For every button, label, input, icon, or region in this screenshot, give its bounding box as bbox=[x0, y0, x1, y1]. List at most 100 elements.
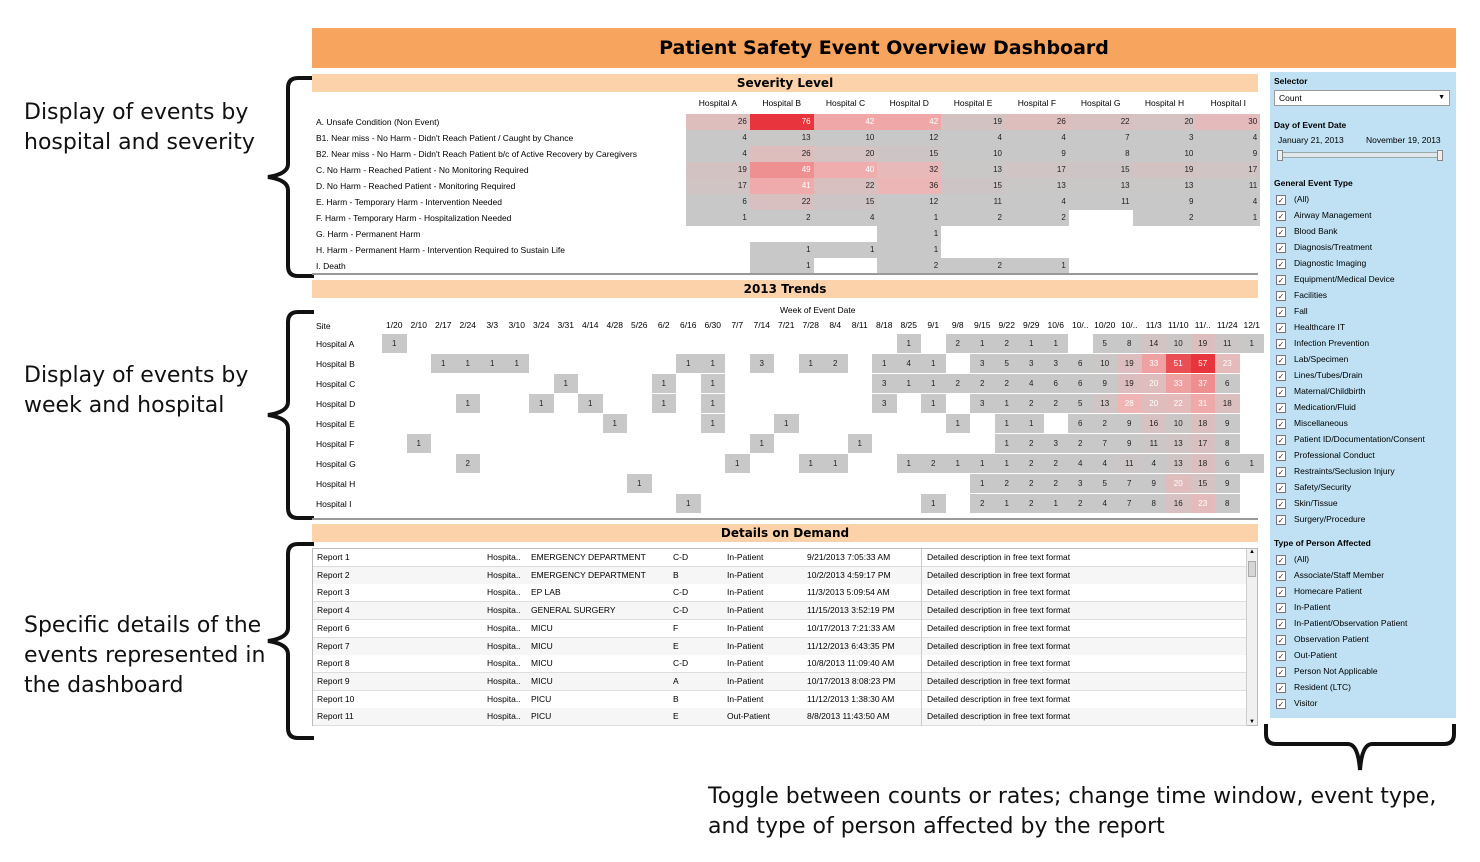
severity-cell[interactable]: 10 bbox=[941, 146, 1005, 162]
trends-cell[interactable]: 1 bbox=[480, 354, 505, 373]
checkbox-item[interactable]: ✓ Patient ID/Documentation/Consent bbox=[1276, 432, 1425, 448]
trends-cell[interactable]: 10 bbox=[1092, 354, 1117, 373]
severity-cell[interactable]: 8 bbox=[1068, 146, 1133, 162]
severity-cell[interactable]: 4 bbox=[1196, 130, 1261, 146]
checkbox-item[interactable]: ✓ In-Patient/Observation Patient bbox=[1276, 616, 1407, 632]
trends-cell[interactable]: 20 bbox=[1141, 374, 1166, 393]
checkbox[interactable]: ✓ bbox=[1276, 418, 1286, 429]
checkbox-item[interactable]: ✓ Miscellaneous bbox=[1276, 416, 1348, 432]
trends-cell[interactable]: 16 bbox=[1166, 494, 1191, 513]
trends-cell[interactable]: 9 bbox=[1117, 434, 1142, 453]
severity-cell[interactable]: 4 bbox=[1005, 130, 1069, 146]
details-row[interactable]: Report 9 Hospita.. MICU A In-Patient 10/17/20… bbox=[313, 672, 1247, 691]
severity-cell[interactable]: 1 bbox=[749, 242, 814, 258]
checkbox[interactable]: ✓ bbox=[1276, 274, 1286, 285]
severity-cell[interactable]: 32 bbox=[877, 162, 942, 178]
checkbox-item[interactable]: ✓ Airway Management bbox=[1276, 208, 1371, 224]
trends-cell[interactable]: 2 bbox=[455, 454, 480, 473]
severity-cell[interactable]: 15 bbox=[813, 194, 878, 210]
trends-cell[interactable]: 1 bbox=[1043, 494, 1068, 513]
trends-cell[interactable]: 4 bbox=[1092, 454, 1117, 473]
trends-cell[interactable]: 1 bbox=[529, 394, 554, 413]
severity-cell[interactable]: 36 bbox=[877, 178, 942, 194]
trends-cell[interactable]: 19 bbox=[1117, 374, 1142, 393]
trends-cell[interactable]: 1 bbox=[994, 434, 1019, 453]
trends-cell[interactable]: 1 bbox=[798, 454, 823, 473]
checkbox-item[interactable]: ✓ Maternal/Childbirth bbox=[1276, 384, 1365, 400]
checkbox[interactable]: ✓ bbox=[1276, 586, 1286, 597]
trends-cell[interactable]: 2 bbox=[1019, 394, 1044, 413]
trends-cell[interactable]: 16 bbox=[1141, 414, 1166, 433]
severity-cell[interactable]: 4 bbox=[941, 130, 1005, 146]
severity-cell[interactable]: 13 bbox=[1132, 178, 1197, 194]
checkbox[interactable]: ✓ bbox=[1276, 618, 1286, 629]
checkbox-item[interactable]: ✓ Infection Prevention bbox=[1276, 336, 1369, 352]
trends-cell[interactable]: 22 bbox=[1166, 394, 1191, 413]
checkbox[interactable]: ✓ bbox=[1276, 290, 1286, 301]
checkbox-item[interactable]: ✓ Associate/Staff Member bbox=[1276, 568, 1384, 584]
checkbox[interactable]: ✓ bbox=[1276, 570, 1286, 581]
severity-cell[interactable]: 30 bbox=[1196, 114, 1261, 130]
severity-cell[interactable]: 6 bbox=[686, 194, 750, 210]
trends-cell[interactable]: 2 bbox=[970, 494, 995, 513]
trends-cell[interactable]: 20 bbox=[1141, 394, 1166, 413]
details-row[interactable]: Report 3 Hospita.. EP LAB C-D In-Patient 11/3… bbox=[313, 584, 1247, 603]
checkbox-item[interactable]: ✓ Professional Conduct bbox=[1276, 448, 1375, 464]
trends-cell[interactable]: 33 bbox=[1166, 374, 1191, 393]
severity-cell[interactable]: 19 bbox=[941, 114, 1005, 130]
trends-cell[interactable]: 8 bbox=[1215, 494, 1240, 513]
checkbox-item[interactable]: ✓ In-Patient bbox=[1276, 600, 1330, 616]
trends-cell[interactable]: 1 bbox=[602, 414, 627, 433]
scrollbar-thumb[interactable] bbox=[1248, 561, 1256, 577]
trends-cell[interactable]: 2 bbox=[1068, 494, 1093, 513]
severity-cell[interactable]: 10 bbox=[813, 130, 878, 146]
trends-cell[interactable]: 1 bbox=[627, 474, 652, 493]
trends-cell[interactable]: 13 bbox=[1092, 394, 1117, 413]
trends-cell[interactable]: 1 bbox=[896, 374, 921, 393]
severity-cell[interactable]: 11 bbox=[941, 194, 1005, 210]
trends-cell[interactable]: 13 bbox=[1166, 454, 1191, 473]
trends-cell[interactable]: 3 bbox=[749, 354, 774, 373]
severity-cell[interactable]: 10 bbox=[1132, 146, 1197, 162]
trends-cell[interactable]: 1 bbox=[896, 454, 921, 473]
trends-cell[interactable]: 2 bbox=[1019, 494, 1044, 513]
severity-cell[interactable]: 13 bbox=[749, 130, 814, 146]
severity-cell[interactable]: 1 bbox=[749, 258, 814, 274]
checkbox[interactable]: ✓ bbox=[1276, 306, 1286, 317]
severity-cell[interactable]: 13 bbox=[941, 162, 1005, 178]
severity-cell[interactable]: 1 bbox=[1005, 258, 1069, 274]
trends-cell[interactable]: 31 bbox=[1190, 394, 1215, 413]
checkbox-item[interactable]: ✓ Safety/Security bbox=[1276, 480, 1351, 496]
trends-cell[interactable]: 1 bbox=[994, 394, 1019, 413]
severity-cell[interactable]: 11 bbox=[1196, 178, 1261, 194]
trends-cell[interactable]: 23 bbox=[1190, 494, 1215, 513]
trends-cell[interactable]: 15 bbox=[1190, 474, 1215, 493]
checkbox-item[interactable]: ✓ Restraints/Seclusion Injury bbox=[1276, 464, 1395, 480]
severity-cell[interactable]: 15 bbox=[1068, 162, 1133, 178]
checkbox[interactable]: ✓ bbox=[1276, 450, 1286, 461]
slider-handle-start[interactable] bbox=[1277, 150, 1283, 161]
trends-cell[interactable]: 7 bbox=[1117, 474, 1142, 493]
severity-cell[interactable]: 26 bbox=[1005, 114, 1069, 130]
trends-cell[interactable]: 1 bbox=[823, 454, 848, 473]
checkbox[interactable]: ✓ bbox=[1276, 602, 1286, 613]
checkbox[interactable]: ✓ bbox=[1276, 466, 1286, 477]
trends-cell[interactable]: 1 bbox=[578, 394, 603, 413]
trends-cell[interactable]: 1 bbox=[700, 374, 725, 393]
severity-cell[interactable]: 4 bbox=[1005, 194, 1069, 210]
trends-cell[interactable]: 9 bbox=[1215, 414, 1240, 433]
checkbox-item[interactable]: ✓ Resident (LTC) bbox=[1276, 680, 1351, 696]
checkbox[interactable]: ✓ bbox=[1276, 682, 1286, 693]
trends-cell[interactable]: 2 bbox=[970, 374, 995, 393]
checkbox-item[interactable]: ✓ Lab/Specimen bbox=[1276, 352, 1348, 368]
trends-cell[interactable]: 1 bbox=[700, 414, 725, 433]
trends-cell[interactable]: 13 bbox=[1166, 434, 1191, 453]
severity-cell[interactable]: 41 bbox=[749, 178, 814, 194]
details-row[interactable]: Report 4 Hospita.. GENERAL SURGERY C-D In-Pa… bbox=[313, 602, 1247, 621]
trends-cell[interactable]: 1 bbox=[1239, 454, 1264, 473]
trends-cell[interactable]: 2 bbox=[1019, 474, 1044, 493]
severity-cell[interactable]: 1 bbox=[813, 242, 878, 258]
severity-cell[interactable]: 26 bbox=[749, 146, 814, 162]
trends-cell[interactable]: 9 bbox=[1141, 474, 1166, 493]
checkbox-item[interactable]: ✓ Lines/Tubes/Drain bbox=[1276, 368, 1363, 384]
